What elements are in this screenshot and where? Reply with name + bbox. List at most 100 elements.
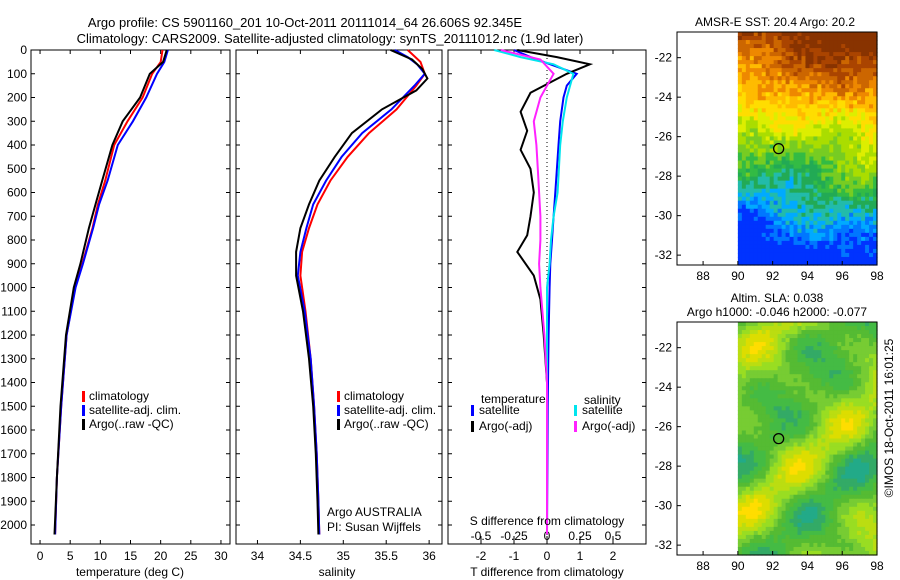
sla-cell	[761, 362, 767, 367]
sst-cell	[857, 196, 862, 202]
sla-cell	[745, 346, 751, 351]
sst-cell	[825, 196, 830, 202]
sst-cell	[777, 232, 783, 238]
sst-cell	[809, 120, 814, 125]
depth-tick-label: 1700	[0, 447, 27, 461]
sla-cell	[809, 478, 814, 484]
sla-cell	[873, 422, 878, 428]
sla-cell	[769, 438, 775, 444]
sst-cell	[809, 176, 814, 182]
sla-cell	[869, 478, 874, 484]
sla-cell	[801, 382, 807, 387]
sst-cell	[789, 104, 795, 109]
sla-cell	[809, 482, 814, 488]
sst-cell	[749, 108, 755, 113]
sla-cell	[809, 538, 814, 544]
sst-cell	[865, 260, 870, 266]
sla-cell	[861, 362, 866, 367]
sst-cell	[745, 44, 751, 49]
sst-cell	[861, 248, 866, 254]
sst-cell	[753, 184, 759, 190]
sla-cell	[845, 454, 850, 460]
sla-cell	[801, 362, 807, 367]
sla-cell	[821, 486, 826, 492]
sst-cell	[737, 84, 743, 89]
sst-cell	[765, 204, 771, 210]
sla-cell	[765, 446, 771, 452]
sst-cell	[873, 200, 878, 206]
sla-cell	[829, 374, 834, 379]
sla-cell	[793, 402, 799, 407]
sst-cell	[829, 76, 834, 81]
sst-cell	[861, 108, 866, 113]
sla-cell	[845, 346, 850, 351]
sst-cell	[805, 72, 811, 77]
sst-cell	[805, 160, 811, 166]
sla-cell	[801, 342, 807, 347]
sst-cell	[793, 104, 799, 109]
sst-cell	[749, 172, 755, 178]
sla-cell	[829, 426, 834, 432]
sst-cell	[797, 40, 803, 45]
sst-cell	[749, 132, 755, 138]
sla-cell	[869, 518, 874, 524]
sst-cell	[829, 192, 834, 198]
sst-cell	[857, 216, 862, 222]
sla-cell	[745, 382, 751, 387]
sst-cell	[817, 180, 822, 186]
sla-cell	[769, 442, 775, 448]
sst-cell	[837, 244, 842, 250]
sst-cell	[749, 228, 755, 234]
sst-cell	[741, 172, 747, 178]
sst-cell	[749, 148, 755, 154]
sla-cell	[869, 534, 874, 540]
sla-cell	[861, 458, 866, 464]
sla-cell	[861, 386, 866, 391]
sla-cell	[865, 514, 870, 520]
sst-cell	[789, 108, 795, 113]
sst-cell	[821, 240, 826, 246]
sst-cell	[821, 136, 826, 142]
sla-cell	[857, 550, 862, 556]
legend-label: Argo(..raw -QC)	[344, 417, 429, 431]
sla-cell	[865, 438, 870, 444]
sst-cell	[801, 168, 807, 174]
sla-cell	[813, 510, 818, 516]
sst-cell	[765, 240, 771, 246]
sst-cell	[757, 232, 763, 238]
sst-cell	[853, 160, 858, 166]
sla-cell	[749, 462, 755, 468]
sla-cell	[813, 502, 818, 508]
sst-cell	[765, 252, 771, 258]
map-y-tick-label: -22	[655, 51, 673, 65]
sla-cell	[845, 438, 850, 444]
depth-tick-label: 1400	[0, 376, 27, 390]
sla-cell	[813, 414, 818, 420]
sst-cell	[753, 180, 759, 186]
sla-cell	[737, 494, 743, 500]
sst-cell	[757, 208, 763, 214]
sla-cell	[745, 478, 751, 484]
sla-cell	[845, 510, 850, 516]
sla-cell	[801, 338, 807, 343]
sst-cell	[801, 132, 807, 138]
sst-cell	[809, 132, 814, 138]
sst-cell	[821, 232, 826, 238]
sst-cell	[825, 152, 830, 158]
sla-cell	[845, 514, 850, 520]
sla-cell	[813, 514, 818, 520]
sla-cell	[873, 394, 878, 399]
sst-cell	[829, 108, 834, 113]
sst-cell	[813, 88, 818, 93]
sst-cell	[749, 232, 755, 238]
sst-cell	[809, 80, 814, 85]
sst-cell	[797, 168, 803, 174]
sla-cell	[825, 362, 830, 367]
sst-cell	[817, 252, 822, 258]
sla-cell	[741, 330, 747, 335]
sst-cell	[753, 136, 759, 142]
sst-cell	[829, 116, 834, 121]
sst-cell	[757, 216, 763, 222]
sst-cell	[853, 44, 858, 49]
sla-cell	[813, 490, 818, 496]
